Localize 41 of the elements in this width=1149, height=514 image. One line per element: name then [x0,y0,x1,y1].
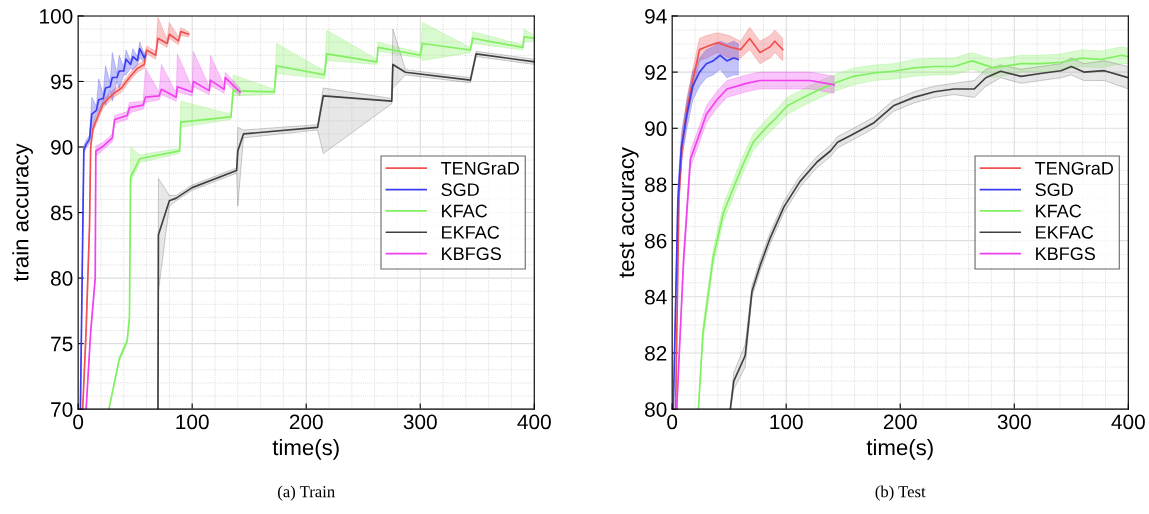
y-axis-title: train accuracy [12,143,33,282]
y-tick-label: 94 [645,8,667,24]
y-tick-label: 95 [51,74,73,90]
legend-label: KFAC [1036,204,1082,218]
x-tick-label: 200 [289,414,323,430]
y-tick-label: 92 [645,65,667,80]
legend-label: KFAC [442,204,488,218]
text: (b) Test [875,485,926,501]
y-tick-label: 100 [40,8,73,24]
text: (a) Train [278,485,335,501]
legend-label: TENGraD [441,161,519,175]
y-tick-label: 88 [645,177,667,193]
legend-label: SGD [441,183,479,197]
x-tick-label: 400 [517,414,551,430]
x-tick-label: 100 [770,414,803,430]
x-tick-label: 200 [883,414,917,430]
x-axis-title: time(s) [272,438,339,460]
x-tick-label: 300 [997,414,1031,430]
y-tick-label: 90 [645,121,667,137]
y-tick-label: 80 [645,402,667,417]
legend-label: EKFAC [1036,225,1094,239]
legend-label: KBFGS [1036,247,1095,261]
y-tick-label: 75 [51,336,73,352]
y-tick-label: 90 [51,140,73,155]
y-tick-label: 82 [645,345,667,361]
x-tick-label: 0 [667,414,678,430]
legend-label: KBFGS [442,247,501,261]
x-tick-label: 0 [73,414,84,430]
x-axis-title: time(s) [866,438,933,460]
y-tick-label: 80 [51,271,73,286]
x-tick-label: 300 [403,414,437,430]
y-tick-label: 86 [645,233,667,249]
y-tick-label: 84 [645,289,667,305]
legend-label: EKFAC [442,225,500,239]
y-axis-title: test accuracy [619,147,639,278]
legend-label: TENGraD [1035,161,1114,175]
x-tick-label: 400 [1111,414,1145,430]
x-tick-label: 100 [176,414,209,430]
y-tick-label: 70 [51,402,73,417]
legend-label: SGD [1035,183,1073,197]
y-tick-label: 85 [51,205,73,221]
